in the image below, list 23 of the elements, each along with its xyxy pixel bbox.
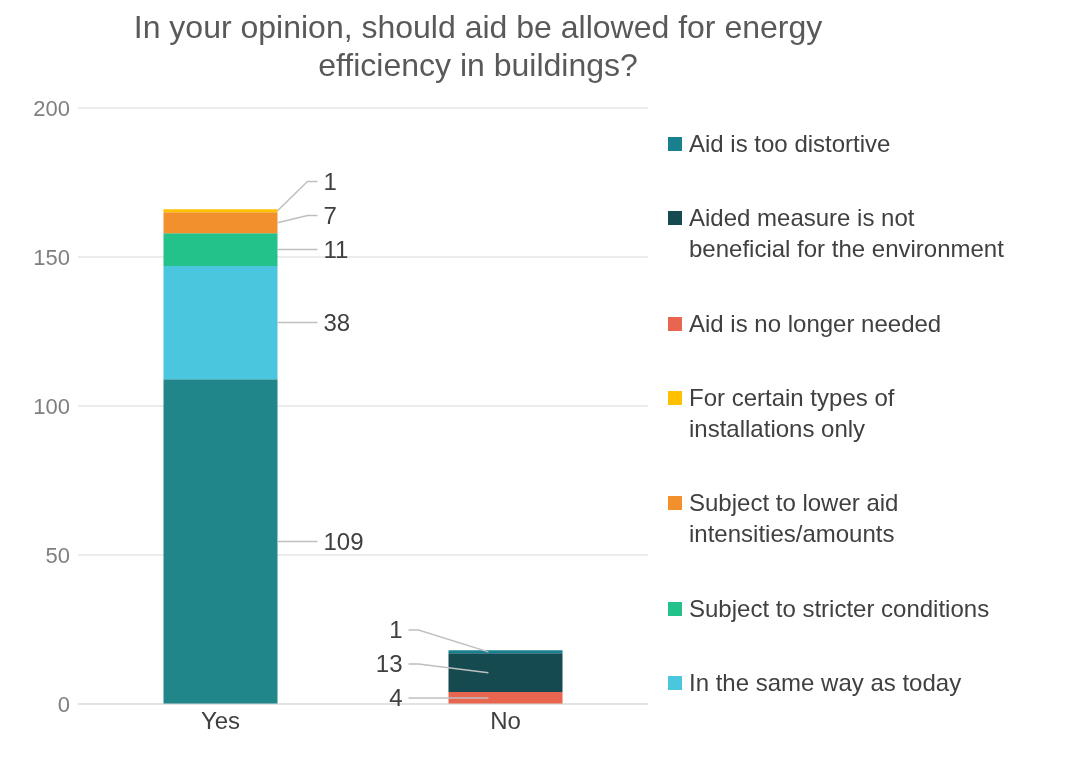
data-label: 1 <box>323 167 337 195</box>
y-tick-label: 100 <box>33 393 70 419</box>
legend-label: Subject to stricter conditions <box>689 593 990 624</box>
x-tick-label: Yes <box>200 707 241 735</box>
y-tick-label: 150 <box>33 244 70 270</box>
y-tick-label: 0 <box>57 691 70 717</box>
y-tick-label: 200 <box>33 95 70 121</box>
legend-label: Aid is no longer needed <box>689 308 942 339</box>
legend-label: Aided measure is not beneficial for the environment <box>689 203 1005 265</box>
legend-label: Subject to lower aid intensities/amounts <box>689 488 900 550</box>
data-label: 109 <box>323 527 364 555</box>
data-label: 38 <box>323 308 351 336</box>
data-label: 7 <box>323 201 337 229</box>
data-label: 13 <box>375 650 403 678</box>
y-tick-label: 50 <box>45 542 70 568</box>
legend-label: For certain types of installations only <box>689 383 896 444</box>
legend-label: Aid is too distortive <box>689 129 891 159</box>
data-label: 1 <box>389 616 403 644</box>
x-tick-label: No <box>490 707 521 735</box>
chart-title: In your opinion, should aid be allowed for energy efficiency in buildings? <box>132 8 824 85</box>
data-label: 11 <box>323 235 349 263</box>
legend-label: In the same way as today <box>689 667 962 698</box>
data-label: 4 <box>389 684 403 712</box>
